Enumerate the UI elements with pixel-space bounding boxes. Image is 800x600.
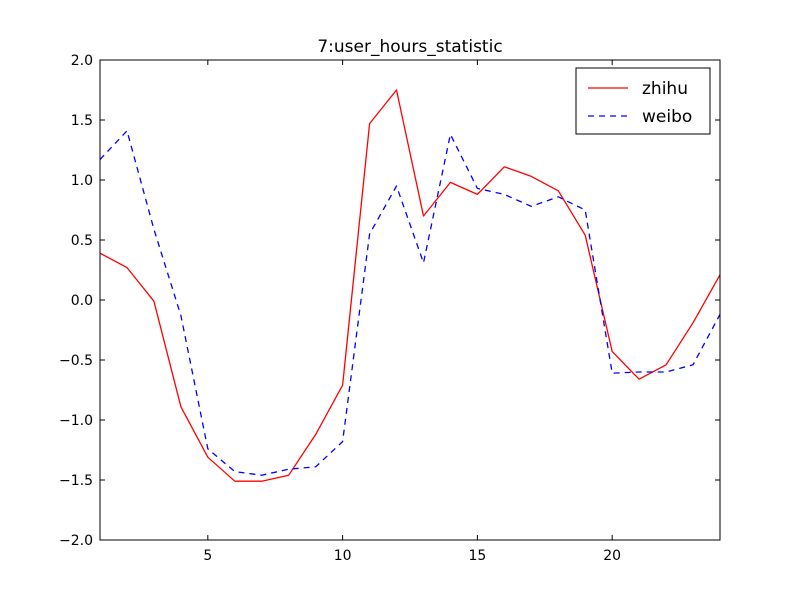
y-tick-label: −0.5 bbox=[59, 353, 93, 369]
y-tick-label: −1.0 bbox=[59, 413, 93, 429]
legend-box bbox=[575, 67, 711, 135]
y-tick-label: −1.5 bbox=[59, 473, 93, 489]
y-tick-label: 0.0 bbox=[71, 293, 93, 309]
x-tick-label: 20 bbox=[603, 548, 621, 564]
series-line-zhihu bbox=[100, 89, 720, 482]
y-tick-label: 2.0 bbox=[71, 53, 93, 69]
y-tick-label: 0.5 bbox=[71, 233, 93, 249]
legend-label-zhihu: zhihu bbox=[642, 79, 688, 99]
x-tick-label: 5 bbox=[203, 548, 212, 564]
x-tick-label: 15 bbox=[468, 548, 486, 564]
series-line-weibo bbox=[100, 130, 720, 476]
y-tick-label: −2.0 bbox=[59, 533, 93, 549]
legend-label-weibo: weibo bbox=[642, 107, 692, 127]
axis-ticks: 5 10 15 20 −2.0 −1.5 −1.0 −0.5 0.0 0.5 1.0 1.5 2.0 bbox=[59, 53, 720, 564]
plot-lines bbox=[100, 89, 720, 482]
legend: zhihu weibo bbox=[575, 67, 711, 135]
plot-frame bbox=[99, 59, 721, 541]
chart-title: 7:user_hours_statistic bbox=[317, 37, 502, 57]
y-tick-label: 1.5 bbox=[71, 113, 93, 129]
y-tick-label: 1.0 bbox=[71, 173, 93, 189]
x-tick-label: 10 bbox=[334, 548, 352, 564]
